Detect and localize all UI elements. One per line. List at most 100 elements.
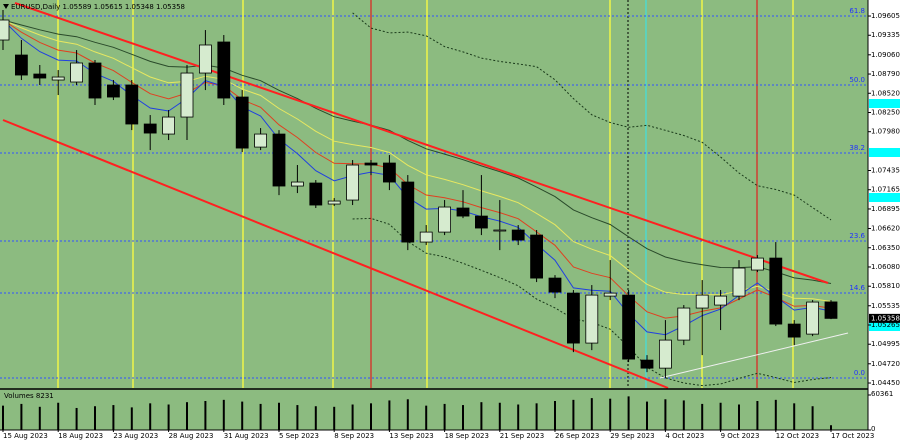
candle-body [456,207,470,217]
y-tick-label: 1.04720 [871,360,900,368]
candles [0,10,838,379]
candle-body [659,339,672,369]
y-tick-label: 1.06620 [871,225,900,233]
fib-label: 50.0 [849,76,865,84]
moving-average [2,19,832,302]
candle-body [548,277,562,293]
candle-body [33,73,47,79]
x-tick-label: 15 Aug 2023 [3,432,48,440]
y-tick-label: 1.05535 [871,302,900,310]
x-tick-label: 12 Oct 2023 [776,432,819,440]
y-tick-label: 1.09060 [871,51,900,59]
fib-label: 38.2 [849,144,865,152]
candle-body [824,301,838,319]
candle-body [364,162,378,166]
y-tick-label: 1.08520 [871,89,900,97]
candle-body [382,162,396,183]
highlight [869,148,900,157]
x-tick-label: 4 Oct 2023 [665,432,704,440]
x-tick-label: 21 Sep 2023 [500,432,544,440]
chart-title: EURUSD,Daily 1.05589 1.05615 1.05348 1.0… [11,3,185,11]
y-tick-label: 1.04995 [871,340,900,348]
axis-highlights [869,99,900,331]
channel-line [2,119,669,389]
period-separators [57,0,794,388]
channel-line [14,2,829,284]
y-tick-label: 1.08790 [871,70,900,78]
fib-label: 0.0 [854,369,865,377]
candle-body [474,215,488,229]
candle-body [51,76,65,81]
candle-body [198,44,212,74]
candle-body [530,234,543,279]
candle-body [143,123,157,134]
candle-body [677,307,691,341]
highlight [869,322,900,331]
channel [2,2,849,389]
y-tick-label: 1.05265 [871,321,900,329]
menu-icon[interactable] [3,4,9,9]
candle-body [438,206,452,233]
volume-tick-label: 0 [871,425,875,433]
y-tick-label: 1.07980 [871,128,900,136]
fib-label: 14.6 [849,284,865,292]
volume-panel: 0 60361 [2,390,893,433]
candle-body [787,323,801,338]
candle-body [0,19,10,41]
x-tick-label: 5 Sep 2023 [279,432,319,440]
y-tick-label: 1.05810 [871,282,900,290]
candle-body [346,164,360,201]
y-tick-label: 1.09605 [871,12,900,20]
candle-body [107,84,120,98]
x-tick-label: 26 Sep 2023 [555,432,599,440]
x-tick-label: 29 Sep 2023 [610,432,654,440]
candle-body [70,62,83,83]
candle-body [14,54,28,76]
candle-body [180,72,194,118]
candle-body [622,294,635,360]
candle-body [401,181,415,243]
candle-body [769,257,783,325]
moving-average [2,19,832,284]
y-tick-label: 1.06080 [871,263,900,271]
indicators [2,12,832,387]
candle-body [585,294,599,344]
candle-body [806,301,819,335]
trend-line [659,332,849,379]
x-tick-label: 28 Aug 2023 [169,432,214,440]
x-tick-label: 18 Aug 2023 [58,432,103,440]
candle-body [235,96,249,149]
candle-body [125,84,139,125]
candle-body [272,133,286,187]
volume-label: Volumes 8231 [4,392,54,400]
y-tick-label: 1.04450 [871,379,900,387]
x-tick-label: 31 Aug 2023 [224,432,269,440]
candle-body [567,292,580,344]
y-tick-label: 1.07435 [871,167,900,175]
plot-background [0,0,868,430]
current-price-box [869,313,900,323]
candle-body [493,229,507,232]
candle-body [217,41,231,99]
x-tick-label: 17 Oct 2023 [831,432,874,440]
candle-body [327,200,341,205]
candle-body [732,267,746,297]
x-tick-label: 8 Sep 2023 [334,432,374,440]
x-tick-label: 9 Oct 2023 [721,432,760,440]
fib-label: 23.6 [849,232,865,240]
price-axis: 1.04450 1.04720 1.04995 1.05265 1.05535 1.058… [868,12,900,387]
x-tick-label: 13 Sep 2023 [389,432,433,440]
y-tick-label: 1.08250 [871,108,900,116]
candle-body [695,294,709,309]
y-tick-label: 1.06895 [871,205,900,213]
candle-body [290,181,304,187]
bollinger-band [352,12,832,221]
x-tick-label: 23 Aug 2023 [113,432,158,440]
moving-average [2,19,832,336]
highlight [869,99,900,108]
candle-body [88,62,102,99]
volume-tick-label: 60361 [871,390,893,398]
candle-body [640,359,654,369]
highlight [869,193,900,202]
